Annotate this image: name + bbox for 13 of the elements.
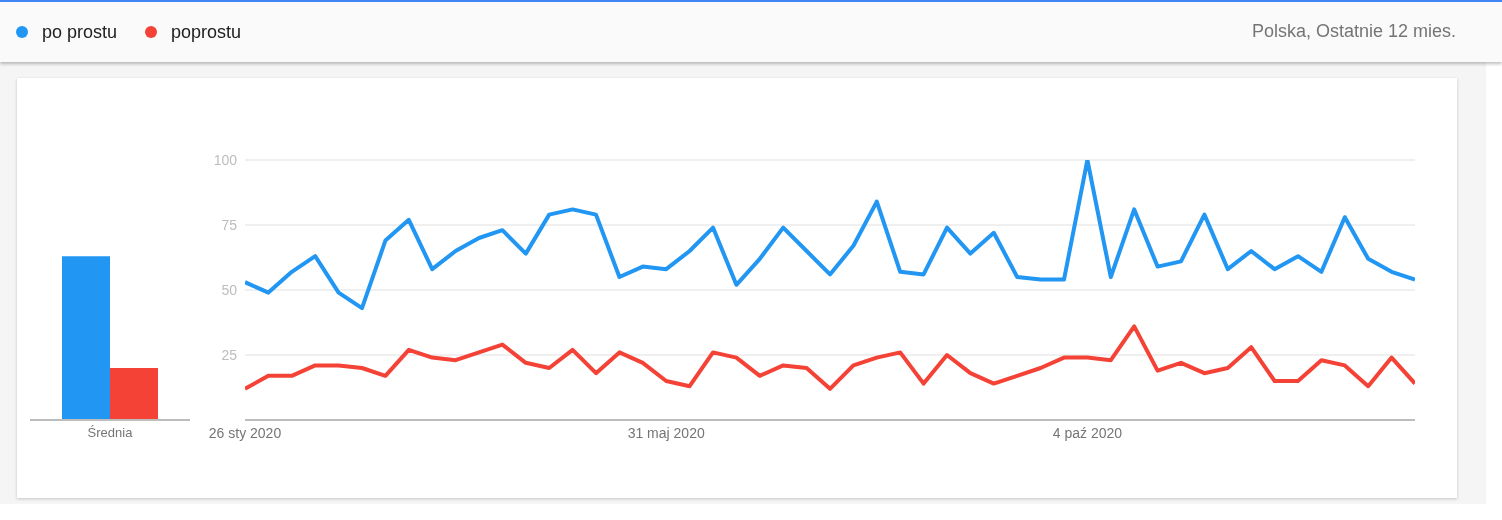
- line-series: [245, 160, 1415, 311]
- y-tick-label: 75: [221, 216, 238, 233]
- text: Polska, Ostatnie 12 mies.: [1251, 21, 1456, 41]
- x-tick-label: 31 maj 2020: [627, 424, 705, 441]
- x-tick-label: 4 paź 2020: [1052, 424, 1123, 441]
- line-series: [245, 324, 1415, 391]
- y-tick-label: 50: [221, 281, 238, 298]
- legend-label: po prostu: [42, 21, 118, 43]
- x-tick-label: Średnia: [87, 425, 134, 441]
- legend-label: poprostu: [171, 21, 242, 43]
- y-tick-label: 100: [213, 151, 238, 168]
- y-tick-label: 25: [221, 346, 238, 363]
- x-tick-label: 26 sty 2020: [208, 424, 282, 441]
